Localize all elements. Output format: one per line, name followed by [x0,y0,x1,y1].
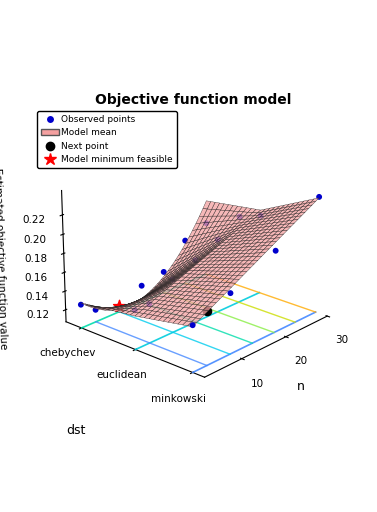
Y-axis label: dst: dst [66,424,86,437]
X-axis label: n: n [297,380,305,393]
Legend: Observed points, Model mean, Next point, Model minimum feasible: Observed points, Model mean, Next point,… [37,111,177,168]
Title: Objective function model: Objective function model [95,93,291,107]
